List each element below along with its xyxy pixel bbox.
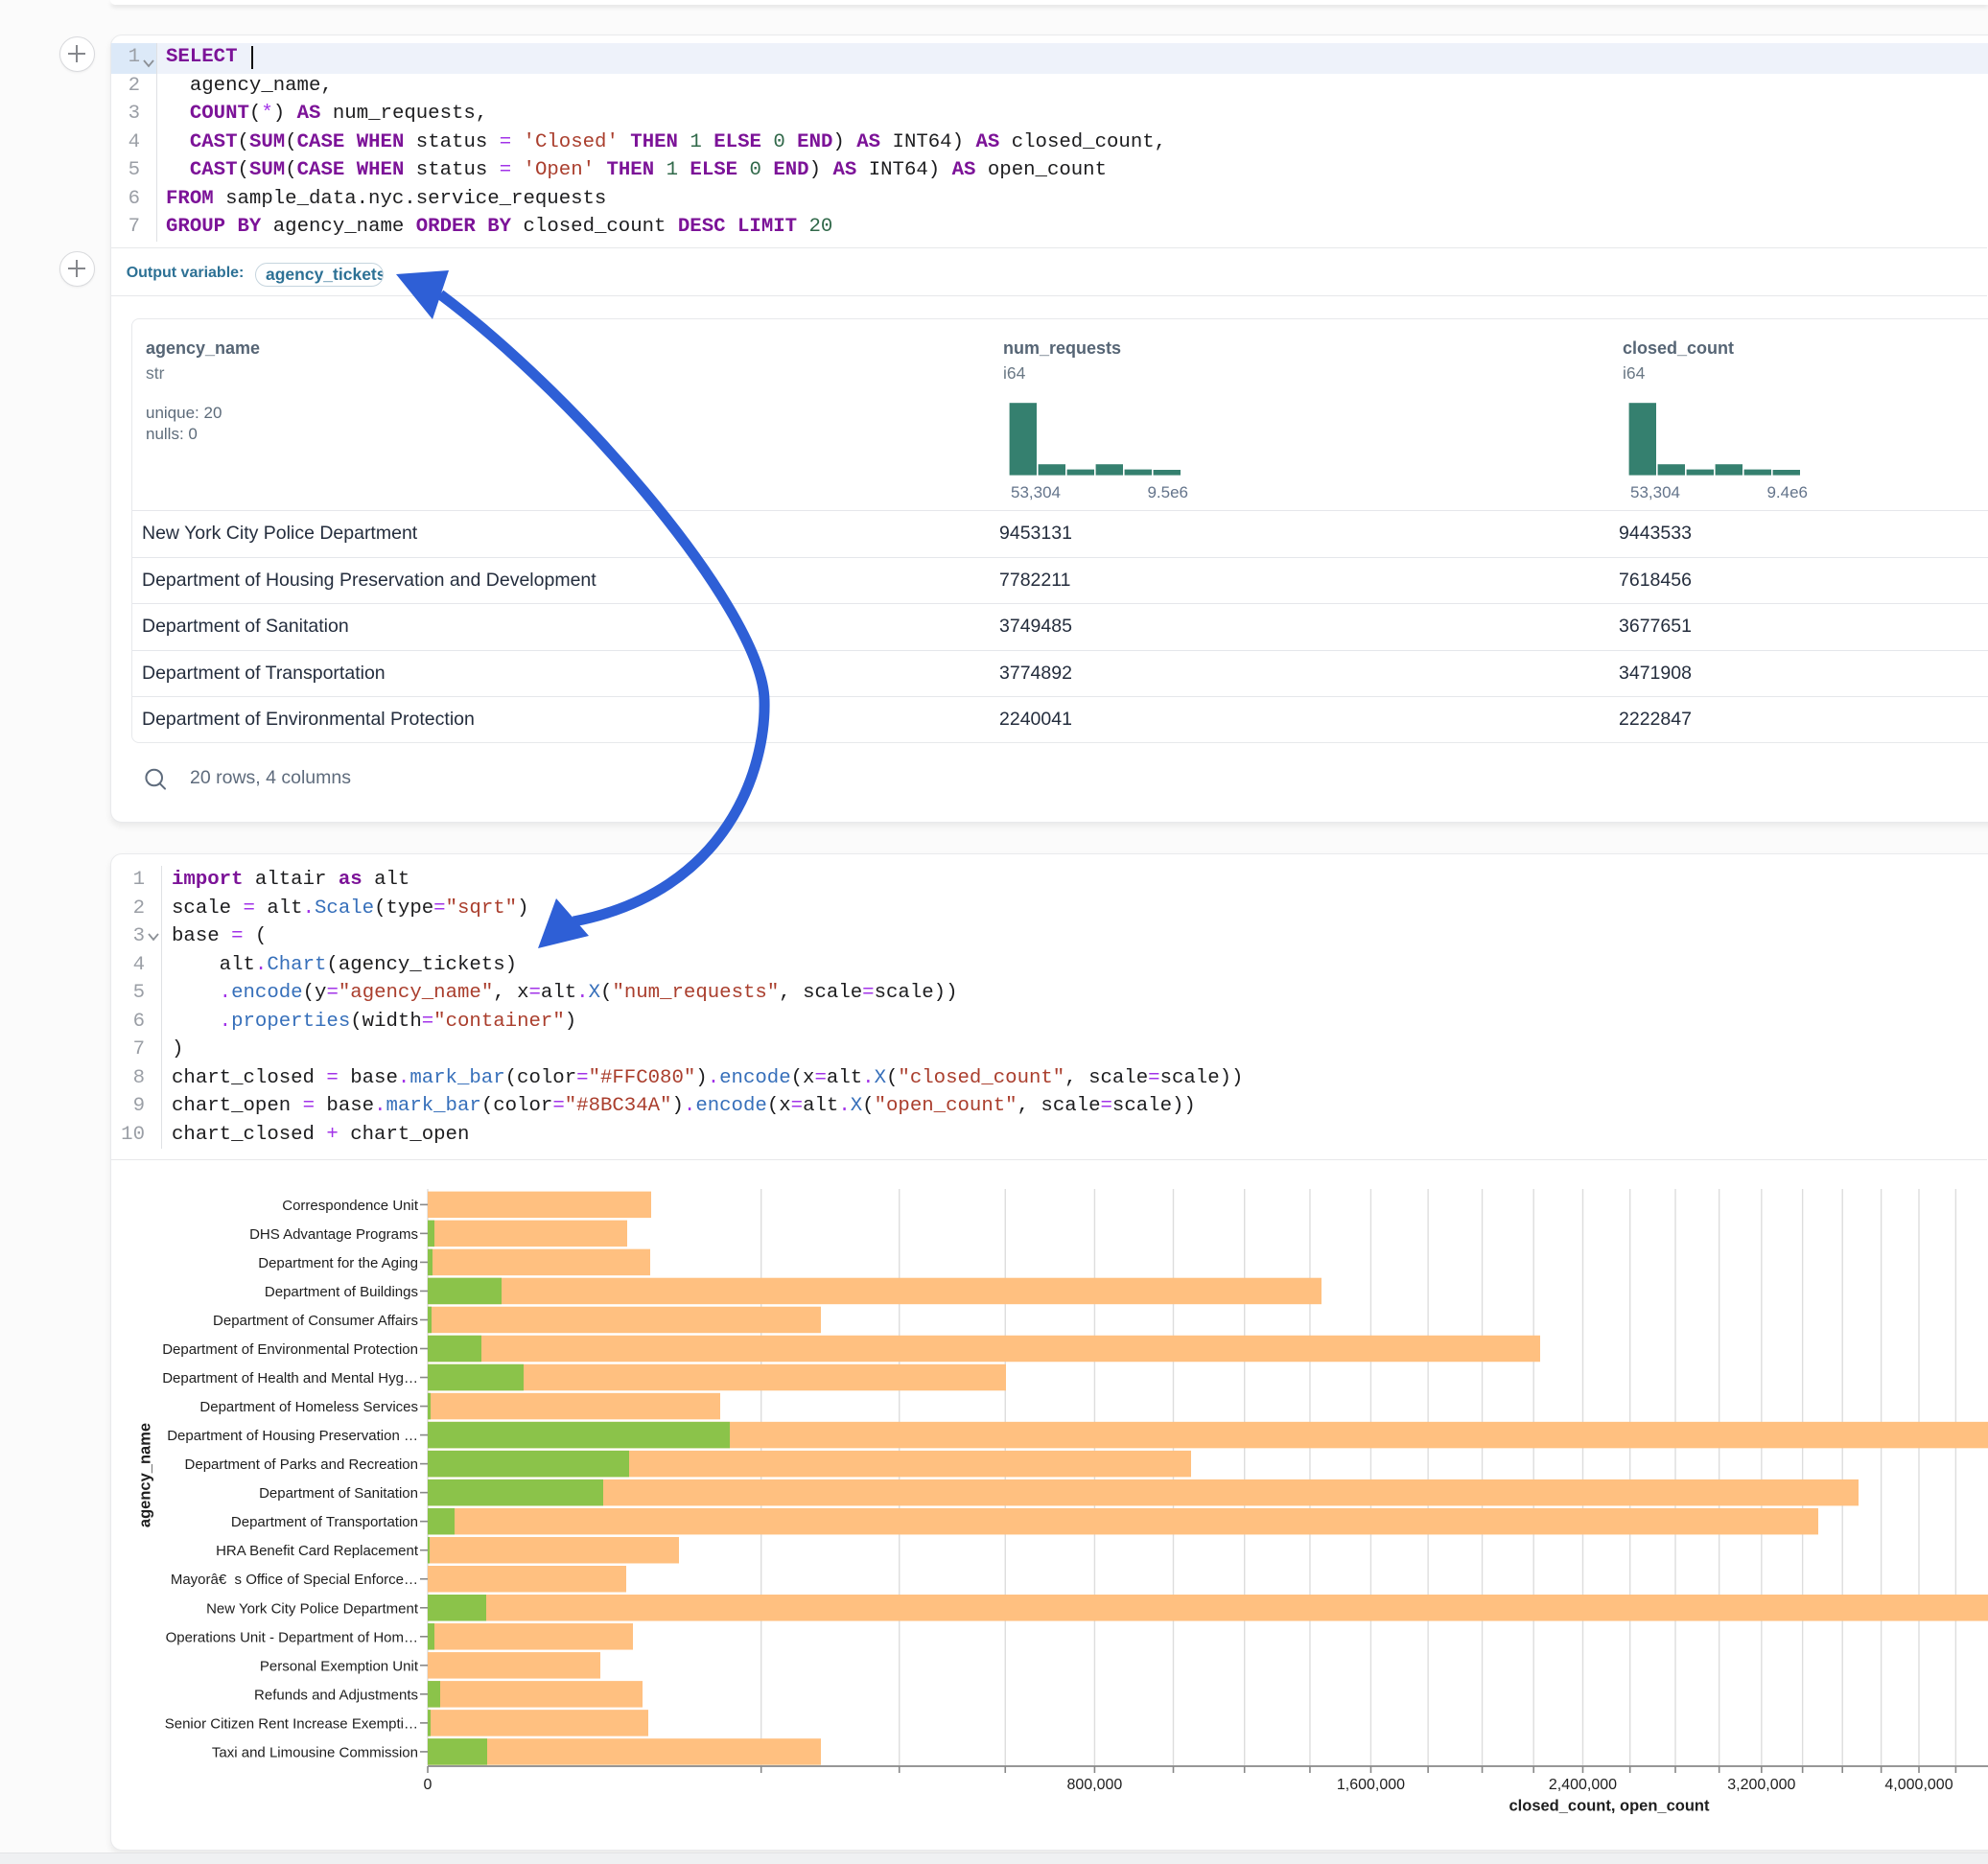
svg-text:Taxi and Limousine Commission: Taxi and Limousine Commission [212,1744,418,1760]
svg-text:Correspondence Unit: Correspondence Unit [282,1198,419,1214]
svg-text:Department of Homeless Service: Department of Homeless Services [199,1399,418,1415]
svg-text:0: 0 [424,1777,433,1793]
svg-text:Mayorâ€ s Office of Special E: Mayorâ€ s Office of Special Enforce… [171,1572,418,1588]
svg-text:Department of Buildings: Department of Buildings [265,1284,418,1300]
svg-text:Department of Consumer Affairs: Department of Consumer Affairs [213,1313,418,1329]
svg-text:Department of Environmental Pr: Department of Environmental Protection [162,1341,418,1358]
svg-text:DHS Advantage Programs: DHS Advantage Programs [249,1226,418,1243]
svg-text:800,000: 800,000 [1066,1777,1122,1793]
svg-text:4,000,000: 4,000,000 [1884,1777,1953,1793]
svg-text:HRA Benefit Card Replacement: HRA Benefit Card Replacement [216,1543,419,1559]
svg-text:2,400,000: 2,400,000 [1549,1777,1617,1793]
svg-text:Department of Health and Menta: Department of Health and Mental Hyg… [162,1370,418,1386]
svg-text:closed_count, open_count: closed_count, open_count [1509,1798,1710,1815]
svg-text:Department of Transportation: Department of Transportation [231,1514,418,1530]
svg-text:Refunds and Adjustments: Refunds and Adjustments [254,1687,418,1703]
svg-text:Department for the Aging: Department for the Aging [258,1255,418,1271]
svg-text:agency_name: agency_name [137,1423,154,1527]
svg-text:3,200,000: 3,200,000 [1727,1777,1795,1793]
svg-text:Department of Housing Preserva: Department of Housing Preservation … [167,1428,418,1444]
svg-text:Operations Unit - Department o: Operations Unit - Department of Hom… [166,1629,418,1645]
svg-text:1,600,000: 1,600,000 [1337,1777,1405,1793]
svg-text:Senior Citizen Rent Increase E: Senior Citizen Rent Increase Exempti… [165,1715,418,1732]
svg-text:Department of Parks and Recrea: Department of Parks and Recreation [185,1456,418,1473]
svg-text:Personal Exemption Unit: Personal Exemption Unit [260,1658,419,1674]
svg-text:Department of Sanitation: Department of Sanitation [259,1485,418,1502]
svg-text:New York City Police Departmen: New York City Police Department [206,1600,419,1617]
